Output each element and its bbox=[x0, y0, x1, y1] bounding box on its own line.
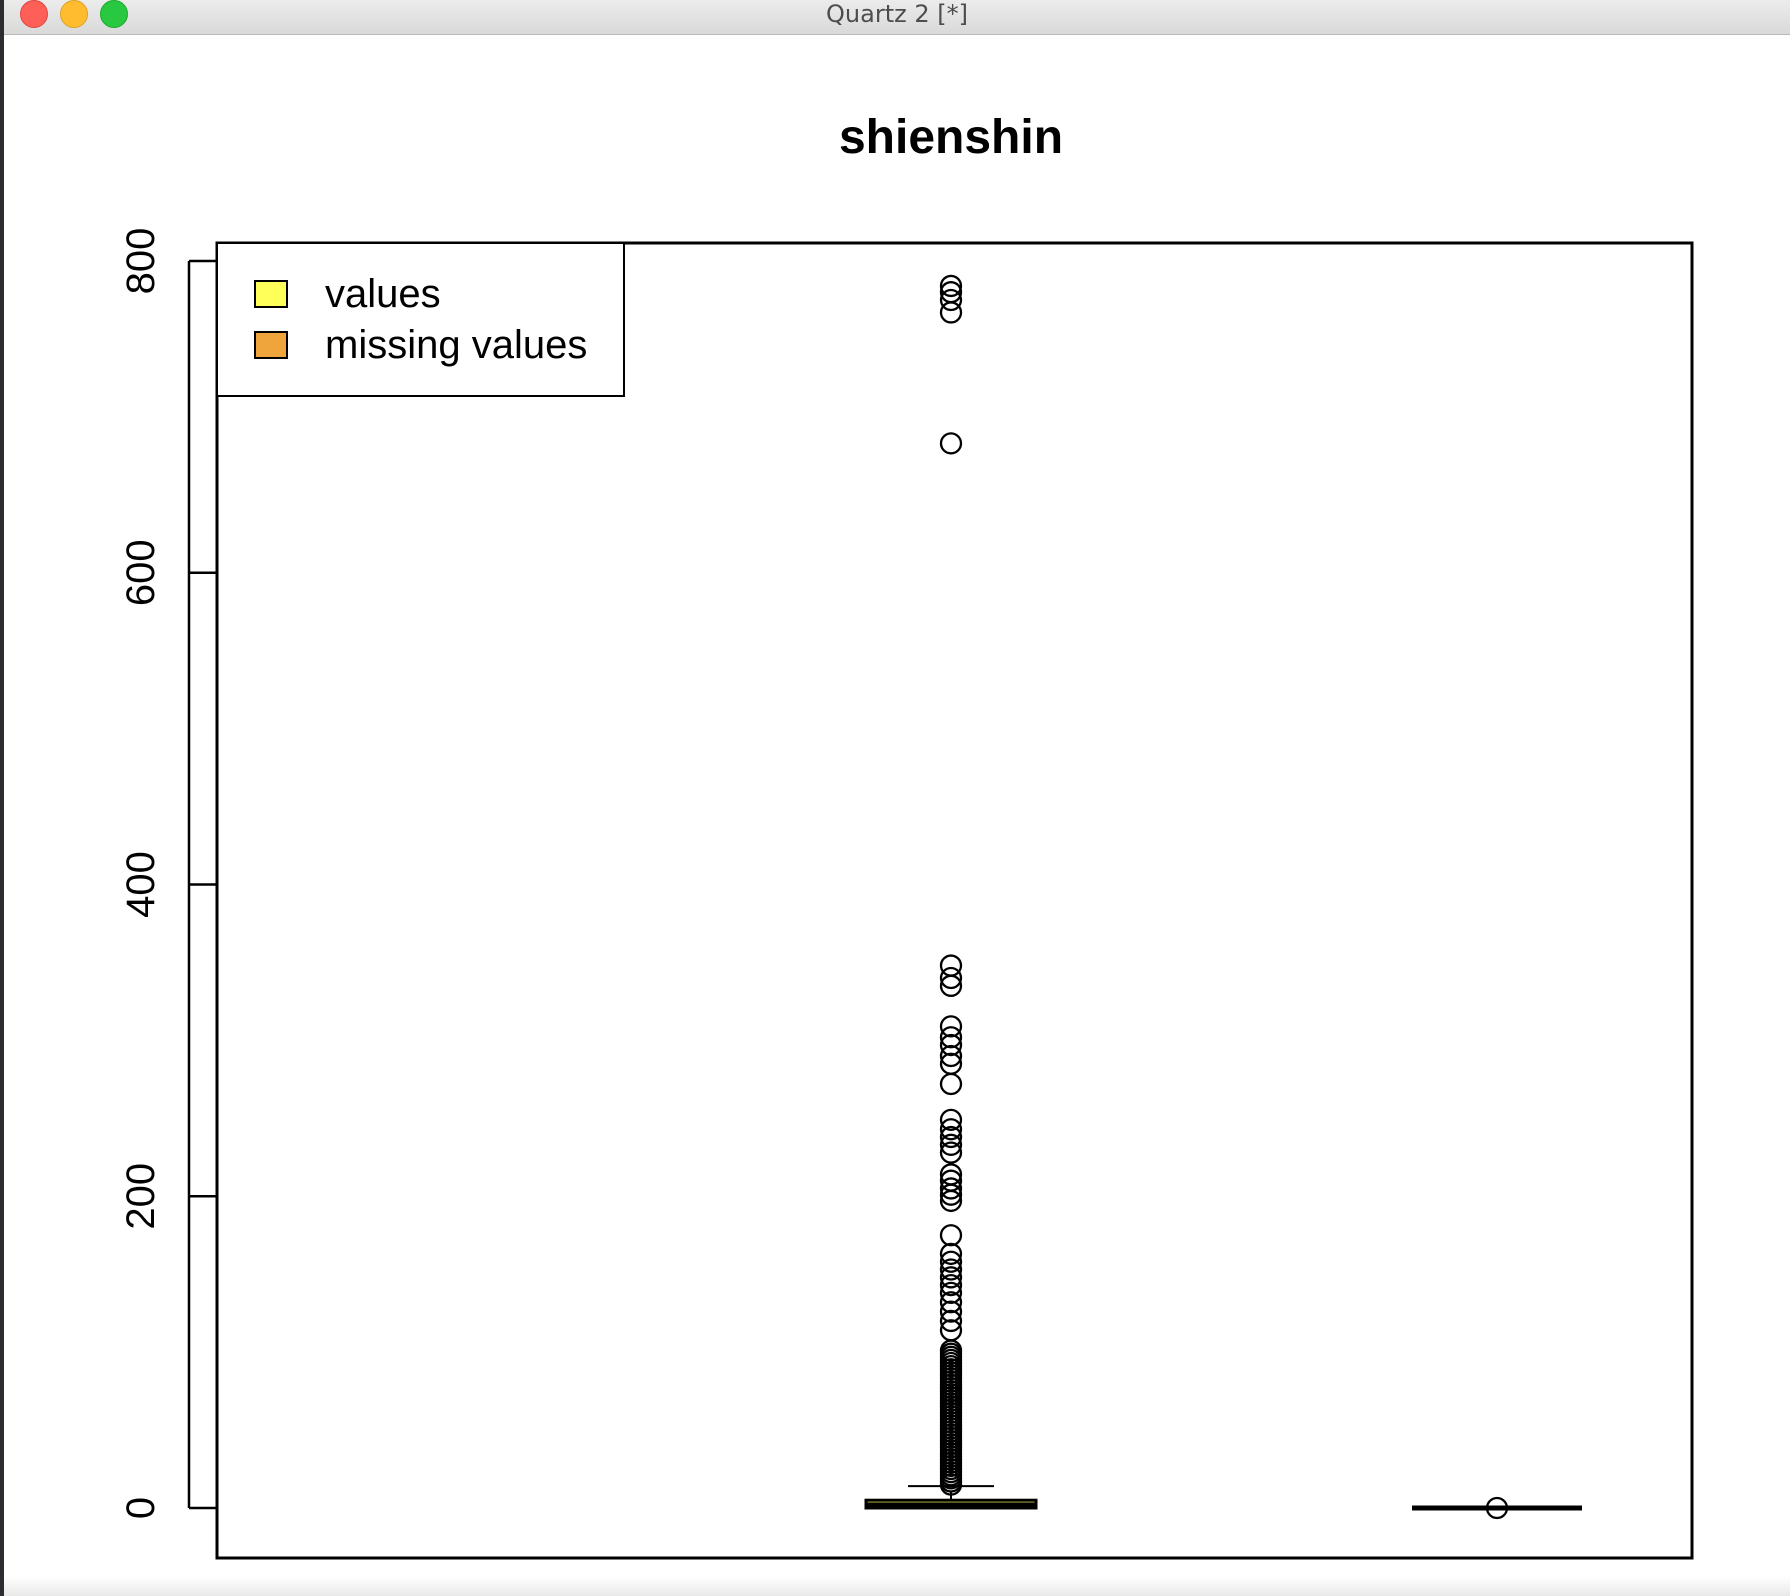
y-axis: 0 200 400 600 800 bbox=[119, 228, 217, 1519]
outlier-point bbox=[939, 281, 963, 304]
outlier-point bbox=[939, 1141, 963, 1164]
legend-swatch-values bbox=[254, 280, 288, 308]
outlier-point bbox=[939, 954, 963, 977]
outlier-point bbox=[939, 1052, 963, 1075]
y-tick-label: 400 bbox=[119, 851, 163, 918]
outlier-point bbox=[939, 1177, 963, 1200]
box-missing-values bbox=[1412, 1496, 1582, 1520]
outlier-point bbox=[939, 1015, 963, 1038]
legend-swatch-missing-values bbox=[254, 331, 288, 359]
outlier-point bbox=[939, 1281, 963, 1305]
outlier-point bbox=[939, 1044, 963, 1068]
outlier-point bbox=[939, 1163, 963, 1186]
box-values bbox=[864, 274, 1038, 1510]
outlier-point bbox=[939, 1319, 963, 1342]
boxplot-chart: shienshin 0 200 400 600 800 values missing v… bbox=[119, 111, 1694, 1560]
outlier-point bbox=[939, 1125, 963, 1149]
outlier-point bbox=[939, 274, 963, 298]
outlier-point bbox=[939, 1169, 963, 1192]
outlier-point bbox=[939, 432, 963, 455]
outlier-point bbox=[939, 1133, 963, 1156]
window-titlebar[interactable]: Quartz 2 [*] bbox=[4, 0, 1790, 35]
minimize-window-button[interactable] bbox=[60, 0, 88, 28]
legend-frame bbox=[216, 242, 625, 397]
outlier-point bbox=[1485, 1496, 1509, 1520]
outlier-point bbox=[939, 1291, 963, 1314]
outlier-point bbox=[939, 1224, 963, 1247]
outlier-point bbox=[939, 1033, 963, 1057]
close-window-button[interactable] bbox=[20, 0, 48, 28]
outlier-point bbox=[939, 1026, 963, 1049]
outlier-point bbox=[939, 1273, 963, 1297]
outlier-point bbox=[939, 1266, 963, 1289]
window-title: Quartz 2 [*] bbox=[826, 0, 968, 28]
y-tick-label: 600 bbox=[119, 539, 163, 606]
legend-label-missing-values: missing values bbox=[325, 323, 587, 367]
y-tick-label: 0 bbox=[119, 1497, 163, 1519]
outlier-point bbox=[939, 966, 963, 990]
quartz-window: Quartz 2 [*] shienshin 0 200 400 600 800 val… bbox=[4, 0, 1790, 1596]
legend: values missing values bbox=[216, 242, 625, 397]
y-tick-label: 800 bbox=[119, 228, 163, 295]
y-tick-label: 200 bbox=[119, 1163, 163, 1230]
outlier-point bbox=[939, 1300, 963, 1323]
outlier-point bbox=[939, 1118, 963, 1141]
outlier-point bbox=[939, 1309, 963, 1333]
outlier-point bbox=[939, 1258, 963, 1281]
window-bottom-edge bbox=[4, 1576, 1790, 1596]
legend-label-values: values bbox=[325, 272, 441, 316]
chart-title: shienshin bbox=[839, 111, 1063, 164]
outlier-point bbox=[939, 288, 963, 312]
outlier-point bbox=[939, 1108, 963, 1132]
outlier-point bbox=[939, 1250, 963, 1273]
outlier-point bbox=[939, 1072, 963, 1096]
box-series bbox=[864, 274, 1582, 1520]
zoom-window-button[interactable] bbox=[100, 0, 128, 28]
outlier-point bbox=[939, 1242, 963, 1266]
plot-frame bbox=[215, 241, 1694, 1560]
